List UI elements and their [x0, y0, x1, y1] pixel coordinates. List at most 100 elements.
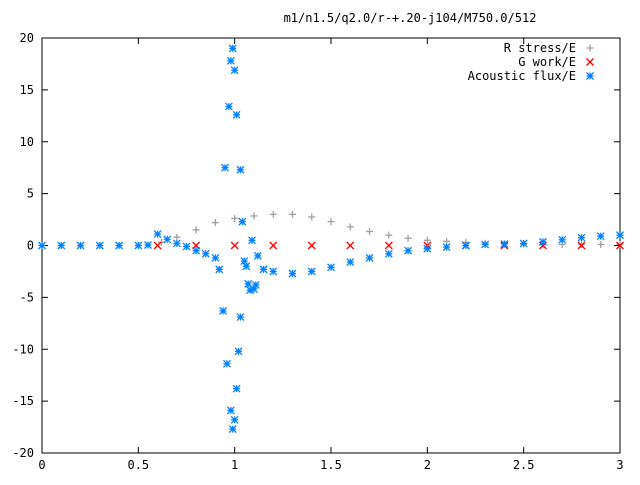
data-point [153, 241, 162, 250]
data-point [404, 246, 413, 255]
y-tick-label: 5 [27, 187, 34, 201]
data-point [230, 415, 239, 424]
data-point [182, 242, 191, 251]
data-point [163, 235, 172, 244]
legend-marker [586, 58, 594, 66]
data-point [365, 253, 374, 262]
data-point [577, 240, 585, 248]
data-point [57, 241, 66, 250]
data-point [250, 212, 258, 220]
data-point [211, 219, 219, 227]
data-point [616, 231, 624, 240]
data-point [442, 243, 451, 252]
y-tick-label: 0 [27, 239, 34, 253]
x-tick-label: 3 [616, 458, 623, 472]
data-point [288, 210, 296, 218]
data-point [384, 249, 393, 258]
data-point [238, 217, 247, 226]
data-point [232, 110, 241, 119]
data-point [269, 267, 278, 276]
data-point [115, 241, 124, 250]
data-point [251, 280, 260, 289]
data-point [538, 241, 547, 250]
data-point [192, 226, 200, 234]
data-point [253, 251, 262, 260]
data-point [346, 241, 355, 250]
data-point [577, 233, 586, 242]
data-point [366, 227, 374, 235]
series-layer [38, 44, 624, 434]
x-tick-label: 1 [231, 458, 238, 472]
data-point [172, 239, 181, 248]
data-point [269, 241, 278, 250]
x-tick-label: 0 [38, 458, 45, 472]
x-tick-label: 2.5 [513, 458, 535, 472]
data-point [223, 359, 231, 368]
data-point [134, 241, 143, 250]
data-point [236, 313, 245, 322]
chart-title: m1/n1.5/q2.0/r-+.20-j104/M750.0/512 [284, 11, 537, 25]
data-point [596, 232, 605, 241]
x-tick-label: 2 [424, 458, 431, 472]
data-point [346, 223, 354, 231]
data-point [201, 249, 210, 258]
data-point [538, 237, 547, 246]
data-point [242, 262, 251, 271]
data-point [327, 263, 335, 272]
data-point [228, 44, 237, 53]
data-point [226, 56, 235, 65]
y-tick-label: 20 [20, 31, 34, 45]
x-tick-label: 1.5 [320, 458, 342, 472]
data-point [153, 230, 162, 239]
data-point [423, 236, 431, 244]
y-tick-label: 10 [20, 135, 34, 149]
data-point [384, 241, 393, 250]
data-point [307, 241, 316, 250]
data-point [228, 425, 237, 434]
legend-label: G work/E [518, 55, 576, 69]
data-point [234, 347, 243, 356]
data-point [616, 241, 624, 250]
data-point [500, 239, 509, 248]
data-point [224, 102, 233, 111]
series-2 [38, 44, 624, 434]
axis-ticks: 0 0.5 1 1.5 2 2.5 3 -20 -15 -10 -5 0 5 10 15 20 [12, 31, 623, 472]
data-point [308, 213, 316, 221]
plot-frame [41, 37, 621, 454]
legend-label: R stress/E [504, 41, 576, 55]
data-point [219, 306, 228, 315]
data-point [248, 236, 256, 245]
data-point [423, 244, 432, 253]
data-point [144, 241, 152, 249]
data-point [597, 240, 605, 248]
legend-marker [586, 44, 594, 52]
data-point [481, 240, 490, 249]
data-point [385, 231, 393, 239]
data-point [269, 210, 277, 218]
y-tick-label: -15 [12, 394, 34, 408]
data-point [232, 384, 241, 393]
data-point [95, 241, 104, 250]
legend-label: Acoustic flux/E [468, 69, 576, 83]
data-point [327, 218, 335, 226]
data-point [288, 269, 297, 278]
data-point [221, 163, 229, 172]
data-point [215, 265, 224, 274]
data-point [231, 215, 239, 223]
data-point [461, 241, 470, 250]
data-point [173, 233, 181, 241]
data-point [230, 66, 239, 75]
data-point [346, 258, 355, 267]
data-point [558, 235, 567, 244]
y-tick-label: -20 [12, 446, 34, 460]
y-tick-label: -10 [12, 342, 34, 356]
x-tick-label: 0.5 [127, 458, 149, 472]
y-tick-label: -5 [20, 290, 34, 304]
data-point [76, 241, 85, 250]
data-point [192, 246, 201, 255]
data-point [211, 253, 220, 262]
data-point [38, 241, 46, 250]
series-1 [153, 241, 624, 250]
